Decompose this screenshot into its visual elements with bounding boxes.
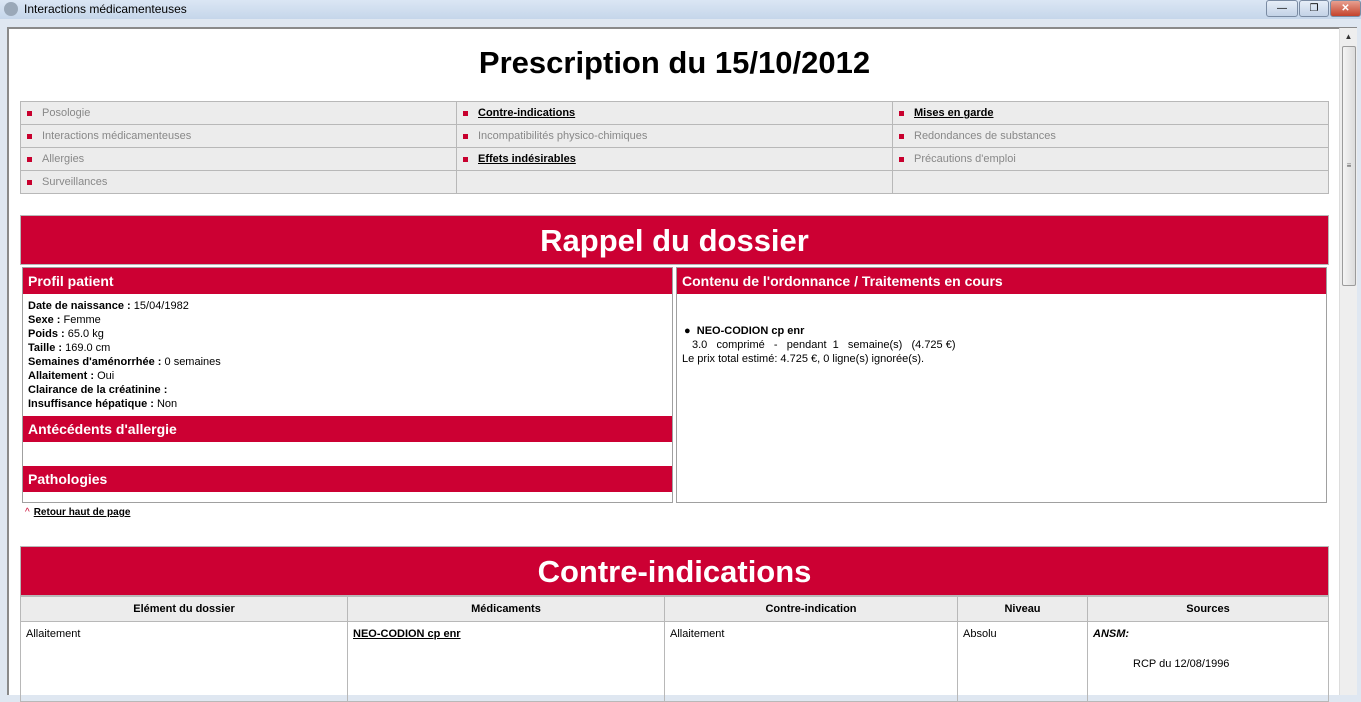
scrollbar-thumb[interactable]: ≡ <box>1342 46 1356 286</box>
profil-value: Non <box>156 398 178 410</box>
profil-label: Taille : <box>28 342 63 354</box>
nav-item: Surveillances <box>42 176 108 188</box>
profil-label: Poids : <box>28 328 65 340</box>
col-header: Sources <box>1087 596 1329 622</box>
bullet-square-icon <box>27 179 32 185</box>
nav-cell: Précautions d'emploi <box>892 147 1329 171</box>
profil-row: Date de naissance : 15/04/1982 <box>28 299 667 313</box>
back-to-top-link[interactable]: Retour haut de page <box>33 507 131 518</box>
nav-item[interactable]: Contre-indications <box>478 107 576 119</box>
bullet-square-icon <box>27 133 32 139</box>
table-row: Allaitement NEO-CODION cp enr Allaitemen… <box>20 621 1329 702</box>
nav-row: Interactions médicamenteuses Incompatibil… <box>20 124 1329 148</box>
bullet-square-icon <box>463 156 468 162</box>
profil-value: 65.0 kg <box>67 328 104 340</box>
caret-icon: ^ <box>25 507 30 518</box>
source-org: ANSM: <box>1093 628 1130 640</box>
ordonnance-header: Contenu de l'ordonnance / Traitements en… <box>677 268 1326 294</box>
nav-item[interactable]: Mises en garde <box>914 107 994 119</box>
nav-cell: Allergies <box>20 147 457 171</box>
profil-row: Taille : 169.0 cm <box>28 341 667 355</box>
restore-button[interactable]: ❐ <box>1299 0 1329 17</box>
profil-value: Femme <box>63 314 101 326</box>
bullet-square-icon <box>463 133 468 139</box>
profil-value: 0 semaines <box>164 356 221 368</box>
nav-item: Précautions d'emploi <box>914 153 1016 165</box>
profil-info: Date de naissance : 15/04/1982 Sexe : Fem… <box>23 294 672 416</box>
nav-cell: Redondances de substances <box>892 124 1329 148</box>
profil-row: Poids : 65.0 kg <box>28 327 667 341</box>
profil-label: Sexe : <box>28 314 61 326</box>
profil-row: Semaines d'aménorrhée : 0 semaines <box>28 355 667 369</box>
close-button[interactable]: ✕ <box>1330 0 1361 17</box>
total-price: Le prix total estimé: 4.725 €, 0 ligne(s… <box>682 353 925 365</box>
bullet-square-icon <box>899 156 904 162</box>
profil-panel: Profil patient Date de naissance : 15/04… <box>22 267 673 503</box>
profil-row: Allaitement : Oui <box>28 369 667 383</box>
contre-indications-table: Elément du dossier Médicaments Contre-in… <box>20 596 1329 702</box>
nav-cell <box>456 170 893 194</box>
cell-niveau: Absolu <box>957 621 1088 702</box>
profil-label: Date de naissance : <box>28 300 131 312</box>
bullet-square-icon <box>463 110 468 116</box>
profil-header: Profil patient <box>23 268 672 294</box>
profil-value: 15/04/1982 <box>133 300 189 312</box>
profil-label: Insuffisance hépatique : <box>28 398 154 410</box>
profil-label: Clairance de la créatinine : <box>28 384 168 396</box>
contre-indications-header: Contre-indications <box>20 546 1329 596</box>
col-header: Niveau <box>957 596 1088 622</box>
nav-cell: Surveillances <box>20 170 457 194</box>
cell-element: Allaitement <box>20 621 348 702</box>
profil-value: 169.0 cm <box>65 342 111 354</box>
col-header: Elément du dossier <box>20 596 348 622</box>
bullet-square-icon <box>27 156 32 162</box>
section-nav: Posologie Contre-indications Mises en gard… <box>20 101 1329 194</box>
bullet-square-icon <box>27 110 32 116</box>
minimize-button[interactable]: — <box>1266 0 1298 17</box>
nav-item: Posologie <box>42 107 91 119</box>
nav-item: Redondances de substances <box>914 130 1056 142</box>
nav-item: Allergies <box>42 153 85 165</box>
profil-label: Semaines d'aménorrhée : <box>28 356 162 368</box>
drug-detail: 3.0 comprimé - pendant 1 semaine(s) (4.7… <box>692 339 956 351</box>
cell-ci: Allaitement <box>664 621 958 702</box>
col-header: Médicaments <box>347 596 665 622</box>
scroll-up-arrow-icon[interactable]: ▲ <box>1344 32 1353 41</box>
allergie-header: Antécédents d'allergie <box>23 416 672 442</box>
bullet-icon: ● <box>684 325 691 337</box>
nav-row: Posologie Contre-indications Mises en gard… <box>20 101 1329 125</box>
drug-name: NEO-CODION cp enr <box>696 325 805 337</box>
nav-row: Surveillances <box>20 170 1329 194</box>
profil-row: Clairance de la créatinine : <box>28 383 667 397</box>
nav-cell: Effets indésirables <box>456 147 893 171</box>
nav-item[interactable]: Effets indésirables <box>478 153 576 165</box>
bullet-square-icon <box>899 133 904 139</box>
nav-item: Incompatibilités physico-chimiques <box>478 130 648 142</box>
nav-cell: Contre-indications <box>456 101 893 125</box>
vertical-scrollbar[interactable]: ▲ ≡ <box>1339 28 1357 695</box>
nav-cell: Mises en garde <box>892 101 1329 125</box>
nav-row: Allergies Effets indésirables Précautions … <box>20 147 1329 171</box>
ordonnance-panel: Contenu de l'ordonnance / Traitements en… <box>676 267 1327 503</box>
app-icon <box>4 2 18 16</box>
nav-item: Interactions médicamenteuses <box>42 130 192 142</box>
nav-cell: Incompatibilités physico-chimiques <box>456 124 893 148</box>
profil-row: Insuffisance hépatique : Non <box>28 397 667 411</box>
drug-link[interactable]: NEO-CODION cp enr <box>353 628 461 640</box>
pathologies-header: Pathologies <box>23 466 672 492</box>
profil-label: Allaitement : <box>28 370 95 382</box>
profil-row: Sexe : Femme <box>28 313 667 327</box>
col-header: Contre-indication <box>664 596 958 622</box>
source-doc: RCP du 12/08/1996 <box>1133 658 1230 670</box>
nav-cell: Posologie <box>20 101 457 125</box>
nav-cell <box>892 170 1329 194</box>
rappel-header: Rappel du dossier <box>20 215 1329 265</box>
nav-cell: Interactions médicamenteuses <box>20 124 457 148</box>
window-title: Interactions médicamenteuses <box>24 2 187 16</box>
bullet-square-icon <box>899 110 904 116</box>
profil-value: Oui <box>97 370 115 382</box>
window-titlebar: Interactions médicamenteuses — ❐ ✕ <box>0 0 1361 19</box>
page-title: Prescription du 15/10/2012 <box>478 45 871 80</box>
